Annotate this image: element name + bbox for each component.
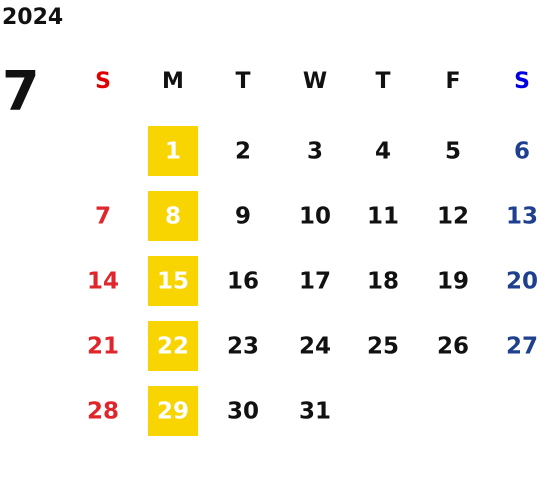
day: 28	[87, 399, 119, 425]
weekday-header: S	[95, 69, 111, 94]
day: 9	[235, 204, 251, 230]
day: 23	[227, 334, 259, 360]
day: 3	[307, 139, 323, 165]
highlight	[148, 386, 198, 436]
day: 30	[227, 399, 259, 425]
highlight	[148, 126, 198, 176]
day: 16	[227, 269, 259, 295]
highlight	[148, 191, 198, 241]
day: 8	[165, 204, 181, 230]
day: 13	[506, 204, 538, 230]
day: 22	[157, 334, 189, 360]
day: 27	[506, 334, 538, 360]
weekday-header: T	[235, 69, 250, 94]
weekday-header: W	[303, 69, 327, 94]
day: 24	[299, 334, 331, 360]
weekday-header: F	[445, 69, 460, 94]
day: 26	[437, 334, 469, 360]
highlight	[148, 256, 198, 306]
day: 15	[157, 269, 189, 295]
month: 7	[2, 60, 40, 123]
weekday-header: T	[375, 69, 390, 94]
day: 5	[445, 139, 461, 165]
day: 18	[367, 269, 399, 295]
day: 7	[95, 204, 111, 230]
year: 2024	[2, 5, 63, 30]
day: 20	[506, 269, 538, 295]
day: 10	[299, 204, 331, 230]
weekday-header: S	[514, 69, 530, 94]
day: 25	[367, 334, 399, 360]
day: 19	[437, 269, 469, 295]
day: 14	[87, 269, 119, 295]
day: 6	[514, 139, 530, 165]
day: 2	[235, 139, 251, 165]
highlight	[148, 321, 198, 371]
day: 31	[299, 399, 331, 425]
day: 4	[375, 139, 391, 165]
weekday-header: M	[162, 69, 184, 94]
day: 11	[367, 204, 399, 230]
day: 21	[87, 334, 119, 360]
day: 1	[165, 139, 181, 165]
day: 17	[299, 269, 331, 295]
day: 29	[157, 399, 189, 425]
day: 12	[437, 204, 469, 230]
